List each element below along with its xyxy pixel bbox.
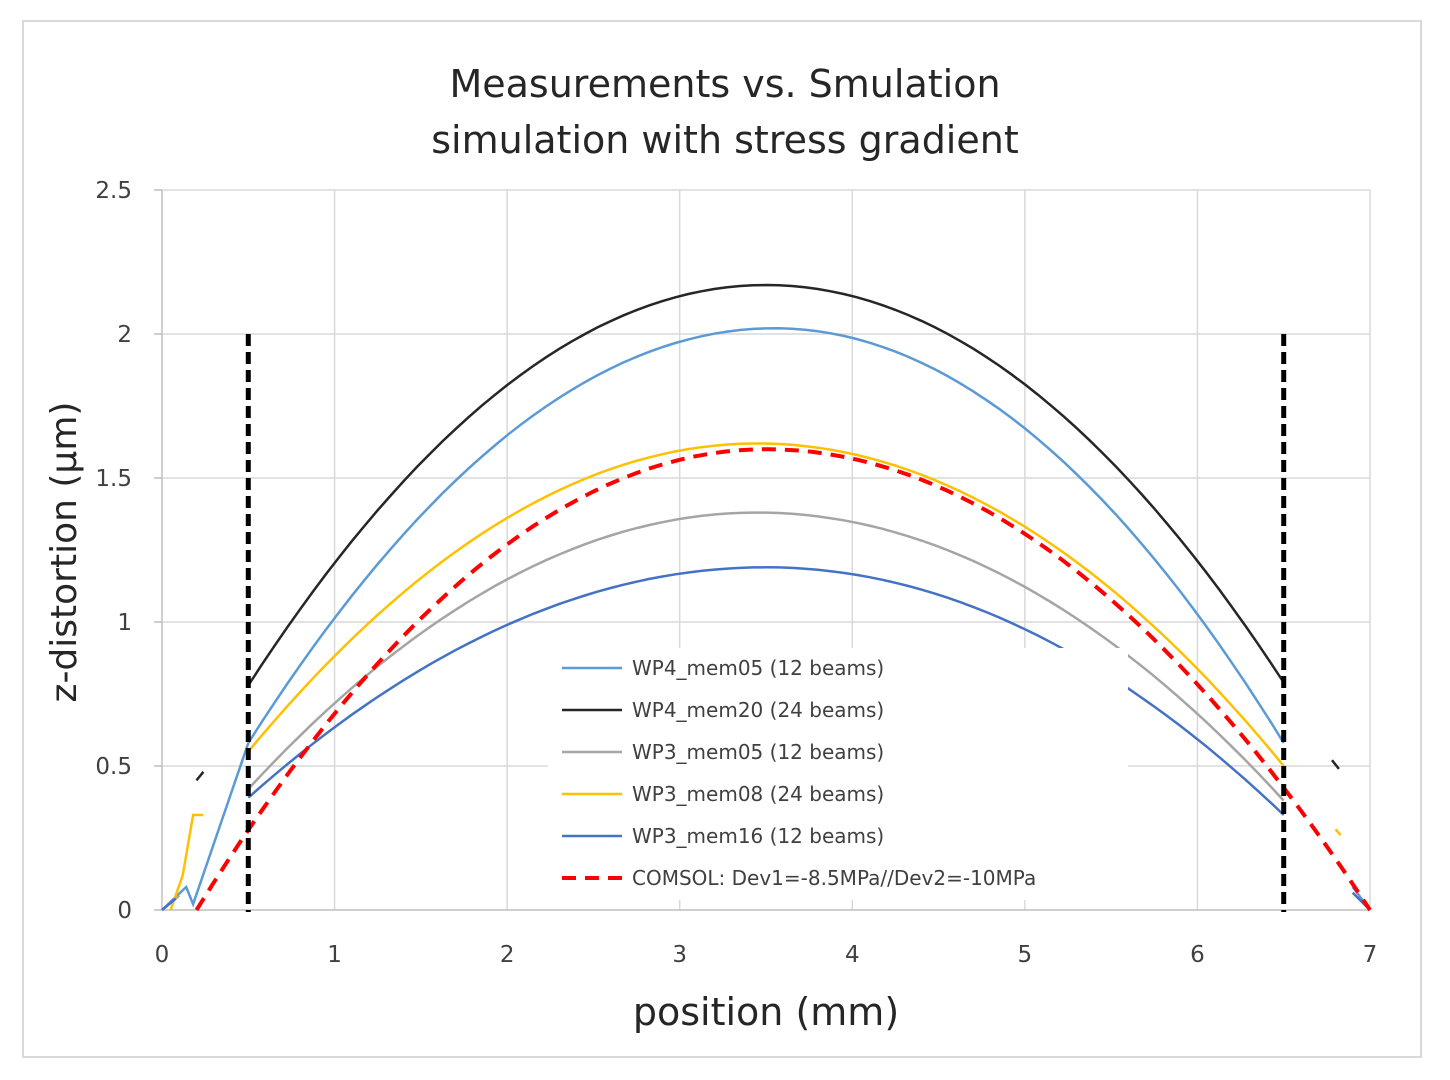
series-stub-4	[1334, 828, 1342, 836]
legend-label: WP3_mem16 (12 beams)	[632, 824, 884, 848]
x-tick-label: 5	[1018, 942, 1033, 968]
series-line-3	[247, 511, 1285, 802]
x-tick-label: 6	[1190, 942, 1205, 968]
x-tick-label: 7	[1363, 942, 1378, 968]
series-line-2	[247, 283, 1285, 687]
series-stub-2	[195, 771, 205, 782]
x-tick-label: 3	[672, 942, 687, 968]
x-tick-label: 2	[500, 942, 515, 968]
series-line-4	[247, 442, 1285, 767]
series-stub-5	[161, 897, 177, 911]
series-stub-1	[161, 742, 250, 911]
series-line-6	[194, 447, 1372, 912]
legend-label: WP3_mem08 (24 beams)	[632, 782, 884, 806]
legend-label: COMSOL: Dev1=-8.5MPa//Dev2=-10MPa	[632, 866, 1036, 890]
series-stub-4	[169, 813, 204, 911]
legend-label: WP4_mem05 (12 beams)	[632, 656, 884, 680]
legend-label: WP4_mem20 (24 beams)	[632, 698, 884, 722]
x-tick-label: 0	[155, 942, 170, 968]
series-stub-2	[1331, 759, 1340, 770]
y-tick-label: 1	[117, 610, 132, 636]
legend-box	[548, 648, 1128, 900]
y-tick-label: 2.5	[95, 178, 132, 204]
x-tick-label: 4	[845, 942, 860, 968]
y-tick-label: 1.5	[95, 466, 132, 492]
series-line-1	[247, 327, 1285, 744]
y-axis-label: z-distortion (µm)	[44, 402, 85, 703]
chart-subtitle: simulation with stress gradient	[431, 118, 1019, 162]
x-axis-label: position (mm)	[633, 990, 899, 1034]
chart-title: Measurements vs. Smulation	[449, 62, 1001, 106]
legend-label: WP3_mem05 (12 beams)	[632, 740, 884, 764]
x-tick-label: 1	[327, 942, 342, 968]
y-tick-label: 0	[117, 898, 132, 924]
y-tick-label: 2	[117, 322, 132, 348]
y-tick-label: 0.5	[95, 754, 132, 780]
